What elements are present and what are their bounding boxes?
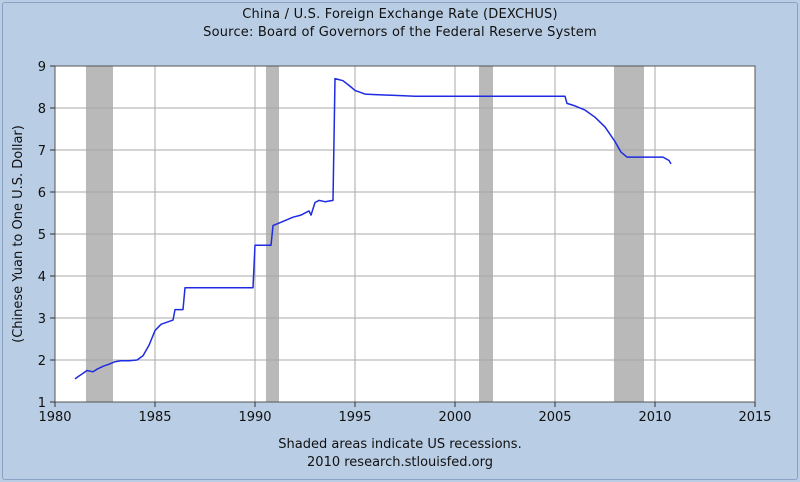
- grid-lines: [55, 66, 755, 402]
- series-line-0: [74, 77, 672, 380]
- y-axis-title: (Chinese Yuan to One U.S. Dollar): [11, 125, 26, 343]
- series-lines: [74, 77, 672, 380]
- y-tick-label: 6: [38, 186, 46, 201]
- y-axis-ticks: 1 2 3 4 5 6 7 8 9: [38, 60, 55, 411]
- y-tick-label: 9: [38, 60, 46, 75]
- chart-title: China / U.S. Foreign Exchange Rate (DEXC…: [242, 7, 558, 22]
- x-tick-label: 2015: [738, 410, 771, 425]
- chart-subtitle: Source: Board of Governors of the Federa…: [203, 25, 597, 40]
- title-block: China / U.S. Foreign Exchange Rate (DEXC…: [0, 6, 800, 42]
- y-tick-label: 1: [38, 396, 46, 411]
- x-tick-label: 2010: [638, 410, 671, 425]
- x-tick-label: 1990: [238, 410, 271, 425]
- x-axis-ticks: 1980 1985 1990 1995 2000 2005 2010 2015: [38, 402, 772, 425]
- recession-note: Shaded areas indicate US recessions.: [278, 437, 522, 452]
- y-tick-label: 3: [38, 312, 46, 327]
- y-tick-label: 8: [38, 102, 46, 117]
- source-credit: 2010 research.stlouisfed.org: [307, 455, 493, 470]
- x-tick-label: 1980: [38, 410, 71, 425]
- y-tick-label: 7: [38, 144, 46, 159]
- x-tick-label: 2000: [438, 410, 471, 425]
- y-tick-label: 4: [38, 270, 46, 285]
- x-tick-label: 2005: [538, 410, 571, 425]
- y-tick-label: 5: [38, 228, 46, 243]
- x-tick-label: 1995: [338, 410, 371, 425]
- footer: Shaded areas indicate US recessions. 201…: [0, 436, 800, 472]
- x-tick-label: 1985: [138, 410, 171, 425]
- y-tick-label: 2: [38, 354, 46, 369]
